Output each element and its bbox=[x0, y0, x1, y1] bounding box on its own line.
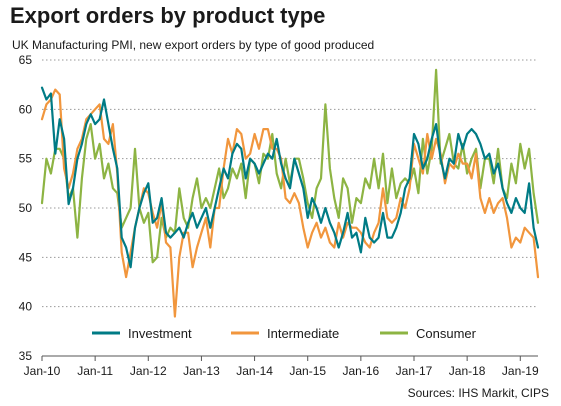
source-note: Sources: IHS Markit, CIPS bbox=[407, 386, 549, 400]
series-line-investment bbox=[40, 86, 540, 269]
chart-title: Export orders by product type bbox=[10, 3, 326, 28]
y-axis-ticks: 35 40 45 50 55 60 65 bbox=[19, 53, 33, 363]
legend-label: Investment bbox=[128, 326, 192, 341]
series-line-intermediate bbox=[40, 88, 540, 318]
x-tick-label: Jan-17 bbox=[396, 364, 433, 378]
x-tick-label: Jan-14 bbox=[236, 364, 273, 378]
legend-item-consumer: Consumer bbox=[380, 326, 477, 341]
legend-item-intermediate: Intermediate bbox=[231, 326, 339, 341]
x-tick-label: Jan-15 bbox=[289, 364, 326, 378]
y-tick-label: 50 bbox=[19, 201, 33, 215]
x-axis-ticks: Jan-10 Jan-11 Jan-12 Jan-13 Jan-14 Jan-15 Jan-… bbox=[24, 364, 539, 378]
x-tick-label: Jan-11 bbox=[77, 364, 113, 378]
legend-label: Consumer bbox=[416, 326, 477, 341]
x-tick-label: Jan-12 bbox=[130, 364, 167, 378]
x-axis bbox=[41, 355, 538, 361]
legend-item-investment: Investment bbox=[92, 326, 192, 341]
y-tick-label: 45 bbox=[19, 250, 33, 264]
chart-subtitle: UK Manufacturing PMI, new export orders … bbox=[12, 38, 375, 52]
legend-label: Intermediate bbox=[267, 326, 339, 341]
y-tick-label: 55 bbox=[19, 152, 33, 166]
grid-lines bbox=[42, 59, 538, 308]
y-tick-label: 65 bbox=[19, 53, 33, 67]
x-tick-label: Jan-10 bbox=[24, 364, 61, 378]
y-tick-label: 60 bbox=[19, 102, 33, 116]
x-tick-label: Jan-16 bbox=[343, 364, 380, 378]
series-lines bbox=[40, 68, 540, 318]
legend: Investment Intermediate Consumer bbox=[92, 326, 477, 341]
x-tick-label: Jan-19 bbox=[502, 364, 539, 378]
y-tick-label: 40 bbox=[19, 300, 33, 314]
x-tick-label: Jan-18 bbox=[449, 364, 486, 378]
y-tick-label: 35 bbox=[19, 349, 33, 363]
x-tick-label: Jan-13 bbox=[183, 364, 220, 378]
